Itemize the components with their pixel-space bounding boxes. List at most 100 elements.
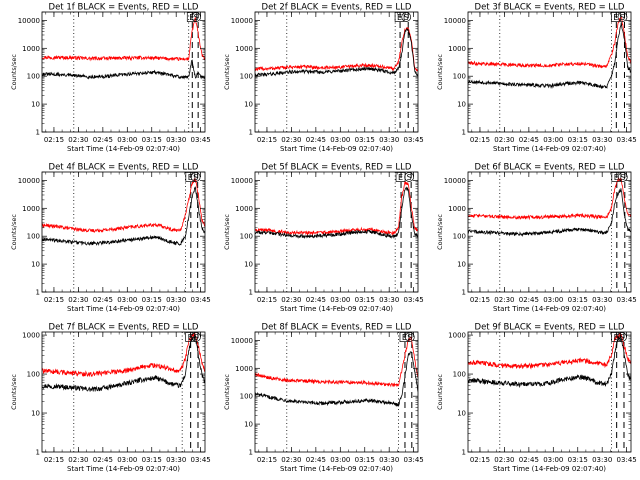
x-tick-label: 03:00 [543, 456, 563, 464]
s-marker: S [193, 173, 198, 182]
y-tick-label: 10 [31, 410, 40, 418]
y-tick-label: 10000 [231, 177, 253, 185]
events-series-line [255, 28, 418, 79]
s-marker: S [407, 333, 412, 342]
x-tick-label: 03:30 [592, 136, 612, 144]
lld-series-line [42, 177, 205, 233]
panel-title: Det 4f BLACK = Events, RED = LLD [49, 163, 199, 173]
x-tick-label: 02:30 [494, 296, 514, 304]
y-axis-label: Counts/sec [436, 54, 444, 90]
e-marker: E [402, 333, 407, 342]
events-series-line [468, 22, 631, 89]
x-tick-label: 03:00 [330, 136, 350, 144]
x-tick-label: 03:00 [330, 296, 350, 304]
events-series-line [468, 188, 631, 238]
x-tick-label: 03:00 [117, 136, 137, 144]
x-tick-label: 03:30 [379, 136, 399, 144]
s-marker: S [194, 13, 199, 22]
y-tick-label: 100 [27, 73, 40, 81]
x-tick-label: 02:30 [281, 456, 301, 464]
y-tick-label: 100 [240, 73, 253, 81]
plot-frame [41, 11, 206, 133]
e-marker: E [188, 173, 193, 182]
lld-series-line [255, 27, 418, 72]
x-tick-label: 02:15 [257, 296, 277, 304]
events-series-line [42, 334, 205, 392]
x-tick-label: 02:30 [68, 136, 88, 144]
e-marker: E [397, 13, 402, 22]
plot-frame [467, 11, 632, 133]
plot-frame [467, 331, 632, 453]
x-axis-label: Start Time (14-Feb-09 02:07:40) [67, 145, 180, 153]
y-axis-label: Counts/sec [223, 374, 231, 410]
x-axis-label: Start Time (14-Feb-09 02:07:40) [67, 465, 180, 473]
x-tick-label: 03:30 [379, 296, 399, 304]
lld-series-line [42, 332, 205, 378]
y-tick-label: 1000 [22, 205, 40, 213]
e-marker: E [613, 13, 618, 22]
events-series-line [255, 186, 418, 240]
y-axis-label: Counts/sec [223, 54, 231, 90]
x-tick-label: 02:30 [494, 456, 514, 464]
y-axis-label: Counts/sec [10, 374, 18, 410]
x-tick-label: 02:45 [519, 296, 539, 304]
e-marker-box [611, 172, 622, 182]
x-tick-label: 03:30 [592, 456, 612, 464]
x-tick-label: 03:45 [191, 456, 211, 464]
x-tick-label: 03:30 [166, 296, 186, 304]
s-marker: S [619, 333, 624, 342]
y-tick-label: 1000 [22, 332, 40, 340]
lld-series-line [468, 177, 631, 221]
s-marker-circle [617, 172, 628, 182]
y-tick-label: 10 [457, 261, 466, 269]
s-marker-circle [401, 12, 412, 22]
plot-frame [254, 11, 419, 133]
x-tick-label: 02:45 [306, 456, 326, 464]
x-tick-label: 02:15 [257, 136, 277, 144]
y-tick-label: 100 [27, 233, 40, 241]
x-tick-label: 03:15 [568, 296, 588, 304]
x-tick-label: 03:45 [617, 456, 637, 464]
x-tick-label: 02:45 [306, 296, 326, 304]
e-marker: E [614, 333, 619, 342]
e-marker-box [185, 172, 196, 182]
s-marker: S [404, 13, 409, 22]
x-tick-label: 02:15 [44, 456, 64, 464]
x-tick-label: 02:15 [470, 296, 490, 304]
x-axis-label: Start Time (14-Feb-09 02:07:40) [67, 305, 180, 313]
panel-title: Det 9f BLACK = Events, RED = LLD [475, 323, 625, 333]
x-tick-label: 03:00 [543, 136, 563, 144]
x-tick-label: 03:45 [191, 296, 211, 304]
y-axis-label: Counts/sec [10, 214, 18, 250]
x-tick-label: 03:00 [543, 296, 563, 304]
y-tick-label: 10000 [444, 177, 466, 185]
y-tick-label: 10 [244, 261, 253, 269]
events-series-line [42, 59, 205, 80]
x-tick-label: 02:30 [68, 456, 88, 464]
y-tick-label: 10000 [231, 17, 253, 25]
s-marker: S [193, 333, 198, 342]
y-tick-label: 10000 [231, 337, 253, 345]
events-series-line [42, 186, 205, 246]
y-tick-label: 1 [36, 129, 40, 137]
y-tick-label: 100 [27, 371, 40, 379]
y-tick-label: 1 [36, 289, 40, 297]
y-axis-label: Counts/sec [10, 54, 18, 90]
x-tick-label: 03:15 [568, 136, 588, 144]
y-tick-label: 100 [453, 371, 466, 379]
x-tick-label: 03:30 [166, 136, 186, 144]
y-tick-label: 10000 [18, 17, 40, 25]
plot-frame [41, 331, 206, 453]
s-marker: S [620, 173, 625, 182]
x-tick-label: 03:15 [355, 136, 375, 144]
y-tick-label: 1 [249, 289, 253, 297]
y-tick-label: 1000 [448, 332, 466, 340]
e-marker: E [188, 333, 193, 342]
